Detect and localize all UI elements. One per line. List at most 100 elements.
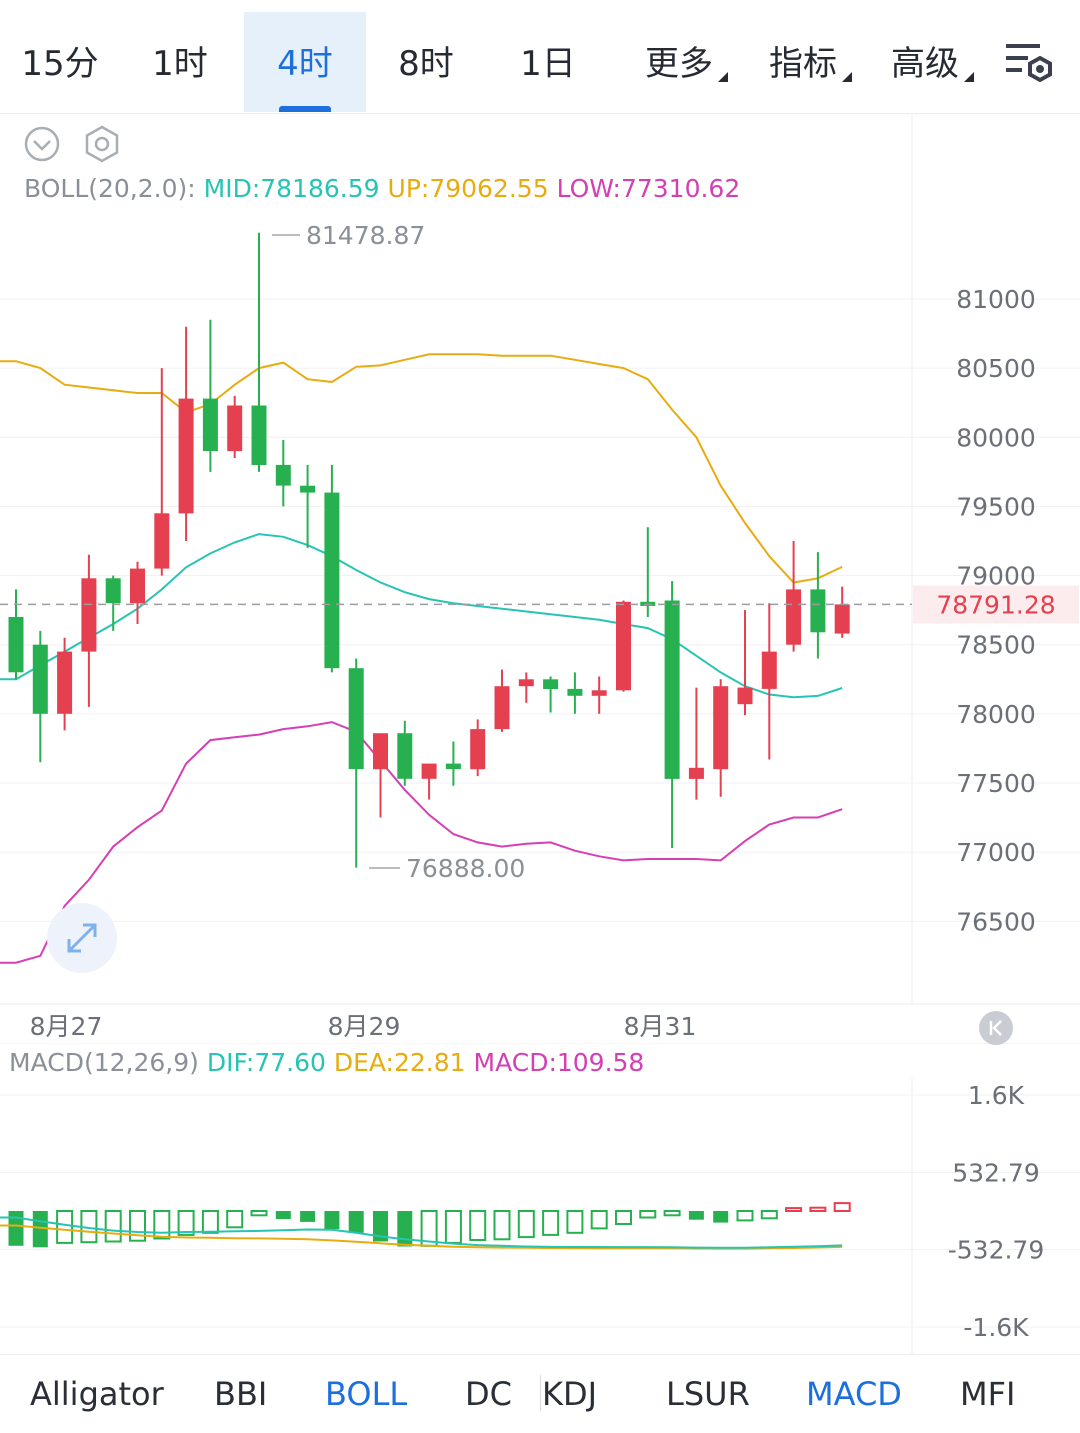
tab-label: 1日 xyxy=(520,44,576,84)
indicator-mfi[interactable]: MFI xyxy=(960,1375,1016,1413)
candle xyxy=(57,637,73,731)
price-tick-label: 79500 xyxy=(956,492,1036,521)
candle xyxy=(567,672,583,714)
tab-15m[interactable]: 15分 xyxy=(10,12,110,112)
tab-1h[interactable]: 1时 xyxy=(130,12,230,112)
candle xyxy=(616,600,631,692)
candle xyxy=(761,603,777,760)
tab-label: 8时 xyxy=(398,44,454,84)
date-label: 8月27 xyxy=(30,1012,103,1041)
indicator-alligator[interactable]: Alligator xyxy=(30,1375,164,1413)
candle-body xyxy=(300,485,316,493)
tab-label: 1时 xyxy=(152,44,208,84)
indicator-kdj[interactable]: KDJ xyxy=(542,1375,598,1413)
macd-grid xyxy=(0,1094,1080,1328)
tab-advanced-dropdown[interactable]: 高级 xyxy=(878,12,974,112)
collapse-legend-button[interactable] xyxy=(22,124,62,164)
macd-bar xyxy=(153,1210,171,1240)
candle-body xyxy=(494,686,510,730)
candle-body xyxy=(373,733,388,770)
macd-bar xyxy=(469,1210,487,1241)
active-tab-indicator xyxy=(279,106,331,112)
tab-label: 高级 xyxy=(891,44,959,84)
macd-bar xyxy=(104,1210,122,1243)
price-tick-label: 77500 xyxy=(956,769,1036,798)
price-tick-label: 81000 xyxy=(956,285,1036,314)
candle-body xyxy=(761,651,777,689)
tab-label: 4时 xyxy=(277,44,333,84)
price-tick-label: 78000 xyxy=(956,700,1036,729)
tab-indicators-dropdown[interactable]: 指标 xyxy=(756,12,852,112)
candle-body xyxy=(713,686,729,770)
macd-dif-value: DIF:77.60 xyxy=(206,1048,326,1077)
indicator-dc[interactable]: DC xyxy=(465,1375,512,1413)
macd-bar xyxy=(713,1211,729,1223)
macd-bar xyxy=(833,1202,851,1212)
candle xyxy=(421,763,437,800)
candle-body xyxy=(616,601,631,691)
candle-body xyxy=(348,668,364,770)
candle-body xyxy=(445,763,461,770)
chart-settings-icon xyxy=(1006,44,1052,83)
candlestick-series xyxy=(8,232,850,868)
boll-legend-name: BOLL(20,2.0): xyxy=(24,174,196,203)
macd-bar xyxy=(397,1211,413,1247)
macd-bar xyxy=(639,1210,657,1219)
macd-hist-value: MACD:109.58 xyxy=(473,1048,645,1077)
tab-label: 指标 xyxy=(769,44,837,84)
macd-bar xyxy=(663,1210,681,1217)
candle-body xyxy=(202,398,218,452)
candle xyxy=(640,527,656,617)
macd-tick-label: 1.6K xyxy=(968,1081,1025,1110)
indicator-macd[interactable]: MACD xyxy=(806,1375,902,1413)
macd-bar xyxy=(566,1210,584,1234)
macd-chart[interactable]: 1.6K 532.79 -532.79 -1.6K xyxy=(0,1078,1080,1354)
indicator-bbi[interactable]: BBI xyxy=(214,1375,268,1413)
expand-icon xyxy=(67,923,97,953)
macd-tick-label: -532.79 xyxy=(948,1236,1045,1265)
candle xyxy=(130,561,145,624)
candle xyxy=(154,368,170,576)
macd-tick-label: -1.6K xyxy=(963,1313,1029,1342)
date-label: 8月29 xyxy=(328,1012,401,1041)
boll-legend: BOLL(20,2.0): MID:78186.59 UP:79062.55 L… xyxy=(24,174,740,203)
hexagon-settings-icon xyxy=(85,125,119,163)
candle xyxy=(373,733,388,818)
candle-body xyxy=(834,604,850,634)
candle-body xyxy=(543,679,559,689)
candle-body xyxy=(567,688,583,696)
indicator-boll[interactable]: BOLL xyxy=(325,1375,408,1413)
macd-bar xyxy=(736,1210,754,1222)
candle xyxy=(8,589,24,680)
dropdown-triangle-icon xyxy=(718,72,728,82)
macd-legend-name: MACD(12,26,9) xyxy=(9,1048,199,1077)
boll-lower-line xyxy=(0,721,843,964)
indicator-lsur[interactable]: LSUR xyxy=(666,1375,750,1413)
fullscreen-button[interactable] xyxy=(47,903,117,973)
price-tick-label: 78500 xyxy=(956,631,1036,660)
macd-bar xyxy=(177,1210,195,1236)
candle-body xyxy=(786,589,802,645)
current-price-label: 78791.28 xyxy=(936,590,1055,619)
candle xyxy=(664,581,680,848)
boll-mid-line xyxy=(0,533,843,699)
chart-settings-button[interactable] xyxy=(1000,38,1060,88)
price-chart[interactable]: 8100080500800007950079000785007800077500… xyxy=(0,114,1080,1044)
tab-1d[interactable]: 1日 xyxy=(498,12,598,112)
macd-bar xyxy=(688,1211,704,1220)
scroll-to-latest-button[interactable] xyxy=(979,1011,1013,1045)
candle-body xyxy=(8,617,24,673)
tab-more-dropdown[interactable]: 更多 xyxy=(632,12,728,112)
candle-body xyxy=(324,492,340,669)
macd-bar xyxy=(250,1210,268,1217)
macd-bar xyxy=(517,1210,535,1239)
candle-body xyxy=(57,651,73,714)
candle-body xyxy=(688,767,704,779)
candle xyxy=(810,552,826,659)
candle-body xyxy=(130,568,145,604)
candle xyxy=(518,672,534,703)
candle xyxy=(445,741,461,786)
tab-8h[interactable]: 8时 xyxy=(376,12,476,112)
indicator-settings-button[interactable] xyxy=(82,124,122,164)
tab-4h[interactable]: 4时 xyxy=(244,12,366,112)
